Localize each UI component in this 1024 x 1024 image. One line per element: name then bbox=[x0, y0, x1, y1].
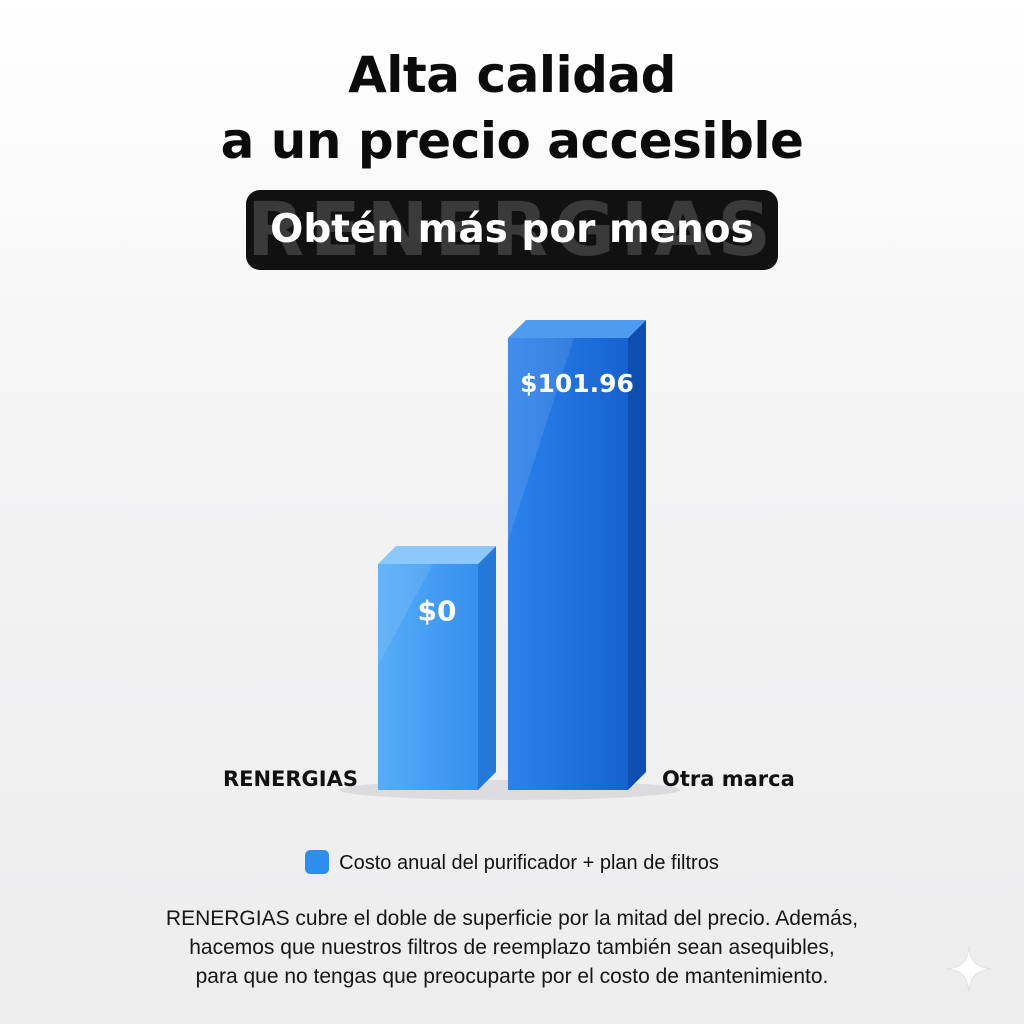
bar-side-otra-marca bbox=[628, 320, 646, 790]
bar-otra-marca: $101.96 bbox=[508, 320, 646, 790]
sparkle-icon bbox=[946, 946, 992, 992]
badge-wrapper: RENERGIAS Obtén más por menos bbox=[0, 190, 1024, 275]
bar-front-otra-marca bbox=[508, 338, 628, 790]
footnote-line-1: RENERGIAS cubre el doble de superficie p… bbox=[165, 907, 859, 930]
headline: Alta calidad a un precio accesible bbox=[0, 42, 1024, 174]
chart-legend: Costo anual del purificador + plan de fi… bbox=[0, 846, 1024, 880]
footnote: RENERGIAS cubre el doble de superficie p… bbox=[100, 904, 924, 991]
footnote-line-3: para que no tengas que preocuparte por e… bbox=[195, 965, 829, 988]
bar-front-renergias bbox=[378, 564, 478, 790]
bar-top-otra-marca bbox=[508, 320, 646, 338]
tagline-badge: RENERGIAS Obtén más por menos bbox=[246, 190, 778, 270]
footnote-line-2: hacemos que nuestros filtros de reemplaz… bbox=[189, 936, 835, 959]
bar-shine-renergias bbox=[378, 564, 433, 666]
headline-line-1: Alta calidad bbox=[348, 46, 676, 104]
bar-shine-otra-marca bbox=[508, 338, 574, 542]
badge-text: Obtén más por menos bbox=[270, 207, 754, 252]
headline-line-2: a un precio accesible bbox=[220, 112, 804, 170]
value-label-renergias: $0 bbox=[418, 595, 457, 628]
bar-side-renergias bbox=[478, 546, 496, 790]
legend-label: Costo anual del purificador + plan de fi… bbox=[339, 852, 719, 874]
bar-top-renergias bbox=[378, 546, 496, 564]
badge-watermark: RENERGIAS bbox=[247, 190, 777, 270]
value-label-otra-marca: $101.96 bbox=[520, 369, 634, 398]
category-label-otra-marca: Otra marca bbox=[662, 767, 795, 791]
category-label-renergias: RENERGIAS bbox=[223, 767, 358, 791]
legend-swatch bbox=[305, 850, 330, 874]
bar-renergias: $0 bbox=[378, 546, 496, 790]
